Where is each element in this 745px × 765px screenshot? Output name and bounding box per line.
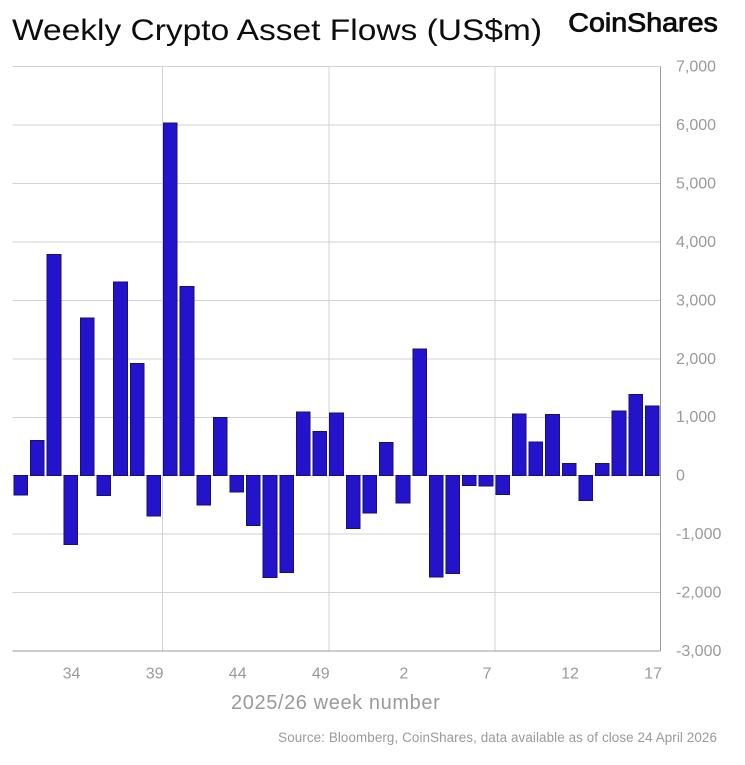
svg-text:5,000: 5,000 (676, 175, 716, 192)
svg-text:CoinShares: CoinShares (568, 10, 718, 38)
svg-text:-3,000: -3,000 (676, 643, 721, 660)
svg-text:-2,000: -2,000 (676, 584, 721, 601)
svg-text:4,000: 4,000 (676, 234, 716, 251)
svg-text:-1,000: -1,000 (676, 526, 721, 543)
svg-text:7,000: 7,000 (676, 59, 716, 76)
svg-text:17: 17 (644, 666, 662, 683)
svg-text:1,000: 1,000 (676, 409, 716, 426)
svg-text:44: 44 (229, 666, 247, 683)
svg-text:6,000: 6,000 (676, 117, 716, 134)
svg-text:12: 12 (561, 666, 579, 683)
svg-text:Weekly Crypto Asset Flows (US$: Weekly Crypto Asset Flows (US$m) (12, 14, 542, 47)
svg-text:3,000: 3,000 (676, 292, 716, 309)
svg-text:2,000: 2,000 (676, 351, 716, 368)
svg-text:Source: Bloomberg, CoinShares,: Source: Bloomberg, CoinShares, data avai… (278, 730, 717, 745)
svg-text:49: 49 (312, 666, 330, 683)
svg-text:34: 34 (63, 666, 81, 683)
svg-text:2025/26 week number: 2025/26 week number (231, 692, 440, 714)
svg-text:7: 7 (482, 666, 491, 683)
svg-text:39: 39 (146, 666, 164, 683)
svg-text:2: 2 (399, 666, 408, 683)
svg-text:0: 0 (676, 468, 685, 485)
